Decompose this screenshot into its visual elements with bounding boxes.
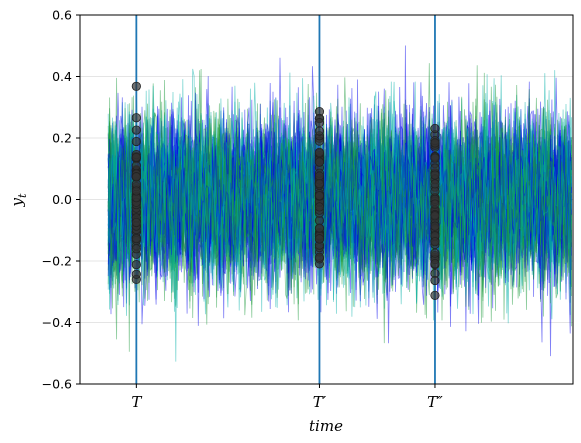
marker-dots — [131, 81, 440, 300]
marker-dot — [131, 152, 141, 163]
marker-dot — [131, 234, 141, 244]
marker-dot — [430, 211, 440, 221]
x-axis-label: time — [309, 417, 343, 435]
marker-dot — [314, 234, 325, 244]
marker-dot — [314, 190, 325, 201]
marker-dot — [314, 147, 325, 158]
marker-dot — [131, 217, 141, 228]
marker-dot — [131, 136, 141, 147]
marker-dot — [314, 179, 325, 189]
marker-dot — [430, 179, 440, 189]
marker-dot — [131, 172, 141, 182]
y-tick-label: 0.6 — [52, 8, 72, 23]
marker-dot — [430, 248, 440, 258]
y-axis-label-subscript: t — [16, 193, 29, 198]
marker-dot — [430, 123, 440, 134]
y-axis-label-main: y — [8, 197, 26, 207]
marker-dot — [430, 170, 440, 180]
marker-dot — [430, 275, 440, 286]
y-tick-label: 0.0 — [52, 192, 72, 207]
x-ticks: T T′ T″ — [131, 384, 443, 411]
marker-dot — [131, 244, 141, 254]
y-axis-label: yt — [8, 193, 29, 207]
y-tick-label: 0.2 — [52, 131, 72, 146]
y-tick-label: 0.4 — [52, 69, 72, 84]
series-line — [107, 96, 572, 344]
x-tick-label: T — [131, 393, 142, 411]
marker-dot — [314, 171, 325, 181]
marker-dot — [131, 125, 141, 135]
x-tick-label: T″ — [427, 393, 443, 411]
y-ticks: −0.6 −0.4 −0.2 0.0 0.2 0.4 0.6 — [42, 8, 80, 392]
marker-dot — [314, 202, 325, 212]
y-tick-label: −0.4 — [42, 315, 72, 330]
marker-dot — [430, 290, 440, 300]
marker-dot — [131, 259, 141, 270]
marker-dot — [430, 221, 440, 231]
marker-dot — [131, 269, 141, 279]
marker-dot — [314, 126, 325, 136]
x-tick-label: T′ — [313, 393, 327, 411]
marker-dot — [314, 118, 325, 128]
marker-dot — [430, 153, 440, 163]
marker-dot — [430, 259, 440, 269]
marker-dot — [314, 223, 325, 233]
y-tick-label: −0.2 — [42, 254, 72, 269]
marker-dot — [314, 252, 325, 262]
marker-dot — [131, 113, 141, 123]
marker-dot — [430, 199, 440, 209]
marker-dot — [430, 237, 440, 247]
marker-dot — [131, 186, 141, 196]
y-tick-label: −0.6 — [42, 377, 72, 392]
marker-dot — [131, 81, 141, 91]
marker-dot — [430, 138, 440, 148]
plot-area — [107, 45, 572, 362]
marker-dot — [131, 161, 141, 171]
marker-dot — [314, 157, 325, 167]
